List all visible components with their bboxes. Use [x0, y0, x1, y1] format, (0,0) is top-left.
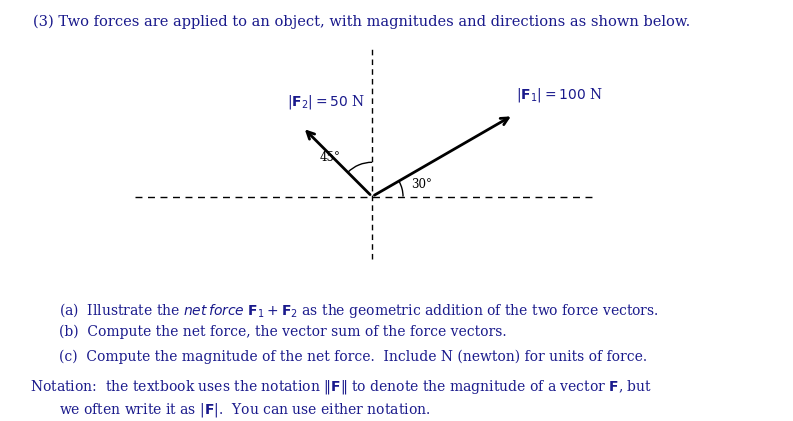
Text: $|\mathbf{F}_1| = 100$ N: $|\mathbf{F}_1| = 100$ N — [515, 86, 603, 104]
Text: we often write it as $|\mathbf{F}|$.  You can use either notation.: we often write it as $|\mathbf{F}|$. You… — [59, 401, 431, 419]
Text: 45°: 45° — [320, 151, 341, 164]
Text: (c)  Compute the magnitude of the net force.  Include N (newton) for units of fo: (c) Compute the magnitude of the net for… — [59, 349, 648, 364]
Text: 30°: 30° — [412, 178, 432, 191]
Text: (3) Two forces are applied to an object, with magnitudes and directions as shown: (3) Two forces are applied to an object,… — [33, 15, 691, 29]
Text: Notation:  the textbook uses the notation $\|\mathbf{F}\|$ to denote the magnitu: Notation: the textbook uses the notation… — [30, 378, 652, 396]
Text: $|\mathbf{F}_2| = 50$ N: $|\mathbf{F}_2| = 50$ N — [287, 93, 366, 111]
Text: (b)  Compute the net force, the vector sum of the force vectors.: (b) Compute the net force, the vector su… — [59, 325, 507, 339]
Text: (a)  Illustrate the $\mathit{net\/force}$ $\mathbf{F}_1 + \mathbf{F}_2$ as the g: (a) Illustrate the $\mathit{net\/force}$… — [59, 301, 659, 320]
